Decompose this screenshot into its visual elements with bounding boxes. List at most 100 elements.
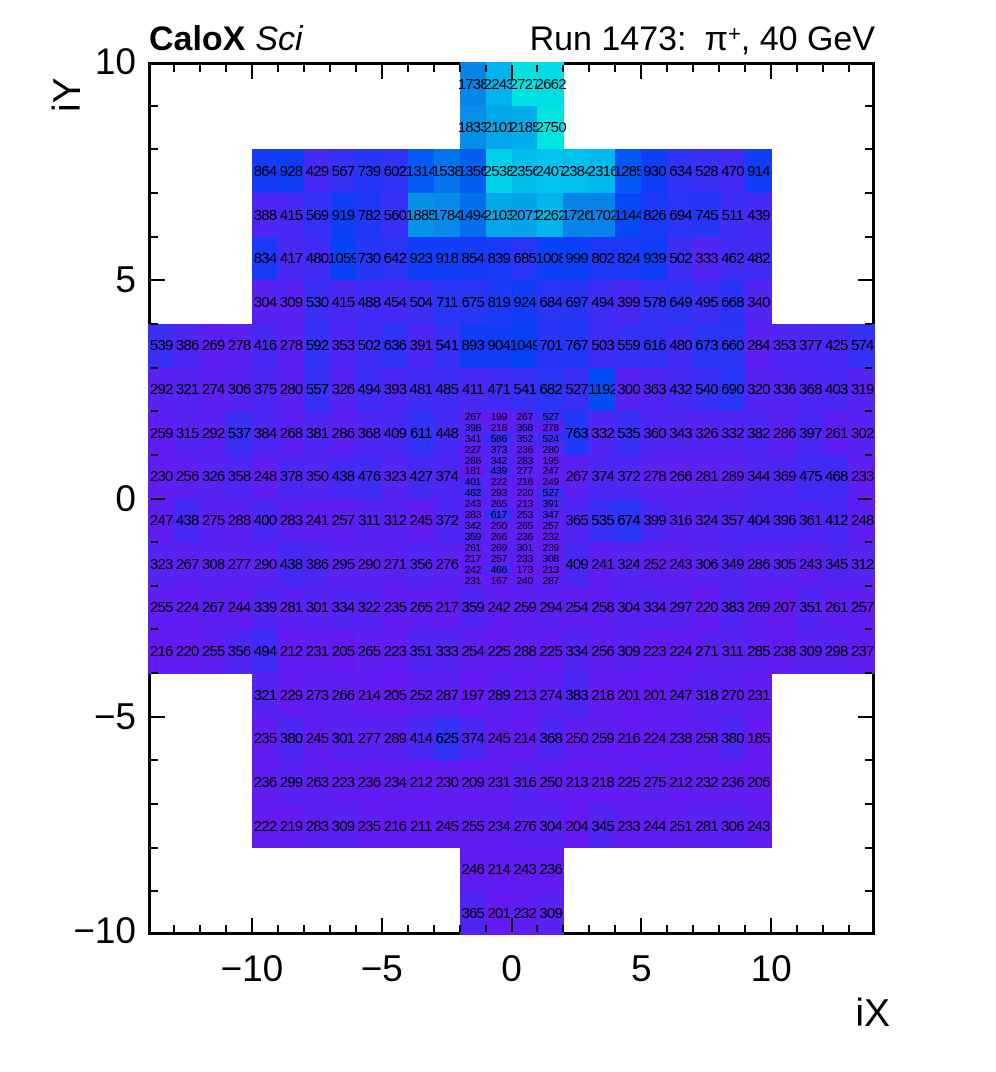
heatmap-cell: 673 bbox=[693, 323, 720, 369]
heatmap-cell: 569 bbox=[303, 192, 331, 238]
heatmap-cell: 324 bbox=[693, 498, 720, 543]
heatmap-cell: 494 bbox=[251, 629, 279, 674]
heatmap-cell: 527 bbox=[537, 411, 564, 423]
heatmap-cell: 503 bbox=[589, 323, 616, 369]
tick-mark bbox=[858, 497, 872, 500]
heatmap-cell: 353 bbox=[329, 323, 357, 369]
heatmap-cell: 206 bbox=[745, 760, 772, 805]
heatmap-cell: 263 bbox=[303, 760, 331, 805]
tick-mark bbox=[151, 279, 165, 282]
tick-mark bbox=[151, 322, 158, 325]
heatmap-cell: 494 bbox=[589, 280, 616, 325]
heatmap-cell: 306 bbox=[693, 542, 720, 587]
tick-mark bbox=[328, 65, 331, 72]
tick-mark bbox=[198, 65, 201, 72]
heatmap-cell: 560 bbox=[381, 192, 409, 238]
heatmap-cell: 245 bbox=[407, 498, 435, 543]
heatmap-cell: 315 bbox=[173, 411, 201, 456]
heatmap-cell: 481 bbox=[407, 367, 435, 412]
heatmap-cell: 283 bbox=[303, 804, 331, 849]
heatmap-cell: 616 bbox=[641, 323, 668, 369]
heatmap-cell: 344 bbox=[745, 454, 772, 499]
heatmap-cell: 234 bbox=[381, 760, 409, 805]
heatmap-cell: 231 bbox=[745, 673, 772, 718]
heatmap-cell: 235 bbox=[381, 585, 409, 630]
heatmap-cell: 322 bbox=[355, 585, 383, 630]
heatmap-cell: 380 bbox=[719, 716, 746, 761]
heatmap-cell: 332 bbox=[589, 411, 616, 456]
heatmap-cell: 918 bbox=[433, 236, 461, 281]
heatmap-cell: 205 bbox=[381, 673, 409, 718]
heatmap-cell: 283 bbox=[277, 498, 305, 543]
tick-mark bbox=[692, 65, 695, 72]
heatmap-cell: 495 bbox=[693, 280, 720, 325]
heatmap-cell: 939 bbox=[641, 236, 668, 281]
heatmap-cell: 372 bbox=[433, 498, 461, 543]
heatmap-cell: 290 bbox=[355, 542, 383, 587]
heatmap-cell: 267 bbox=[199, 585, 227, 630]
tick-mark bbox=[865, 846, 872, 849]
heatmap-cell: 1726 bbox=[562, 192, 593, 238]
heatmap-cell: 308 bbox=[537, 553, 564, 565]
heatmap-cell: 232 bbox=[693, 760, 720, 805]
heatmap-cell: 297 bbox=[667, 585, 694, 630]
heatmap-cell: 214 bbox=[511, 716, 538, 761]
heatmap-cell: 256 bbox=[589, 629, 616, 674]
heatmap-cell: 480 bbox=[667, 323, 694, 369]
heatmap-cell: 904 bbox=[485, 323, 512, 369]
heatmap-cell: 333 bbox=[693, 236, 720, 281]
heatmap-cell: 429 bbox=[303, 149, 331, 194]
heatmap-cell: 252 bbox=[641, 542, 668, 587]
heatmap-cell: 245 bbox=[485, 716, 512, 761]
tick-mark bbox=[822, 65, 825, 72]
heatmap-cell: 377 bbox=[797, 323, 824, 369]
heatmap-cell: 524 bbox=[537, 433, 564, 445]
heatmap-cell: 195 bbox=[537, 455, 564, 467]
heatmap-cell: 403 bbox=[823, 367, 850, 412]
heatmap-cell: 361 bbox=[797, 498, 824, 543]
tick-mark bbox=[865, 672, 872, 675]
heatmap-cell: 259 bbox=[589, 716, 616, 761]
heatmap-cell: 739 bbox=[355, 149, 383, 194]
heatmap-cell: 634 bbox=[667, 149, 694, 194]
heatmap-cell: 602 bbox=[381, 149, 409, 194]
heatmap-cell: 411 bbox=[459, 367, 487, 412]
x-axis-title: iX bbox=[855, 992, 890, 1035]
tick-mark bbox=[406, 65, 409, 72]
tick-mark bbox=[865, 366, 872, 369]
tick-mark bbox=[484, 925, 487, 932]
heatmap-cell: 233 bbox=[849, 454, 876, 499]
heatmap-cell: 462 bbox=[719, 236, 746, 281]
heatmap-cell: 244 bbox=[641, 804, 668, 849]
heatmap-cell: 2316 bbox=[588, 149, 619, 194]
particle-charge: + bbox=[727, 21, 741, 46]
heatmap-cell: 232 bbox=[511, 891, 538, 936]
heatmap-cell: 321 bbox=[251, 673, 279, 718]
heatmap-cell: 701 bbox=[537, 323, 564, 369]
heatmap-cell: 236 bbox=[511, 531, 538, 543]
heatmap-cell: 223 bbox=[329, 760, 357, 805]
heatmap-cell: 462 bbox=[459, 487, 487, 499]
y-axis-title: iY bbox=[46, 77, 89, 112]
tick-mark bbox=[151, 366, 158, 369]
tick-mark bbox=[250, 918, 253, 932]
heatmap-cell: 356 bbox=[225, 629, 253, 674]
heatmap-cell: 283 bbox=[459, 509, 487, 521]
heatmap-cell: 277 bbox=[355, 716, 383, 761]
heatmap-cell: 219 bbox=[277, 804, 305, 849]
heatmap-cell: 321 bbox=[173, 367, 201, 412]
heatmap-cell: 1356 bbox=[458, 149, 489, 194]
tick-mark bbox=[172, 65, 175, 72]
heatmap-cell: 386 bbox=[173, 323, 201, 369]
heatmap-cell: 278 bbox=[277, 323, 305, 369]
heatmap-cell: 245 bbox=[433, 804, 461, 849]
heatmap-cell: 819 bbox=[485, 280, 512, 325]
heatmap-cell: 309 bbox=[277, 280, 305, 325]
heatmap-cell: 397 bbox=[797, 411, 824, 456]
heatmap-cell: 257 bbox=[537, 520, 564, 532]
heatmap-cell: 235 bbox=[355, 804, 383, 849]
heatmap-cell: 2071 bbox=[510, 192, 541, 238]
heatmap-cell: 292 bbox=[148, 367, 175, 412]
heatmap-cell: 928 bbox=[277, 149, 305, 194]
